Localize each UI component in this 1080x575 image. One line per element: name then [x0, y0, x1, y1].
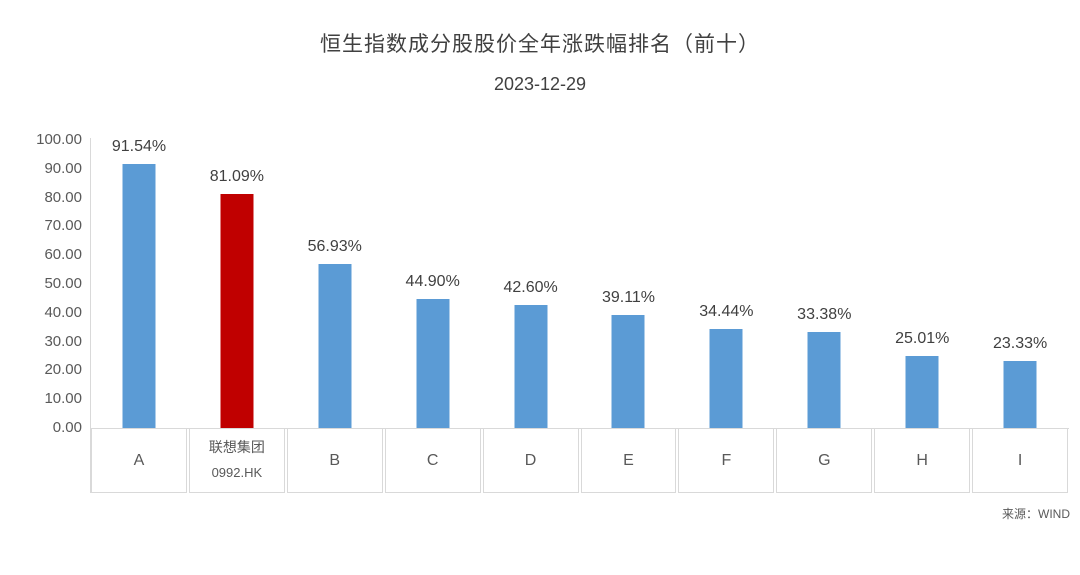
- y-tick-label: 40.00: [44, 303, 82, 321]
- category-axis: A 联想集团 0992.HK B C D E F G H I: [90, 428, 1069, 493]
- chart-subtitle: 2023-12-29: [493, 74, 587, 94]
- y-tick-label: 50.00: [44, 275, 82, 292]
- y-tick-label: 10.00: [44, 390, 82, 408]
- category-label: C: [426, 451, 439, 469]
- y-axis: 100.00 90.00 80.00 70.00 60.00 50.00 40.00 30.0…: [0, 131, 82, 436]
- y-tick-label: 0.00: [52, 419, 82, 436]
- y-tick-label: 100.00: [36, 131, 82, 148]
- category-cell: G: [776, 428, 873, 493]
- bar-value-label: 39.11%: [601, 289, 656, 307]
- bar: [514, 305, 548, 428]
- y-tick-label: 80.00: [44, 188, 82, 206]
- category-label: 联想集团: [208, 441, 265, 457]
- bar: [905, 355, 939, 428]
- bar-column: 25.01%: [873, 140, 971, 428]
- bar-column: 39.11%: [580, 140, 678, 428]
- bar-value-label: 25.01%: [895, 329, 950, 347]
- y-tick-label: 60.00: [44, 246, 82, 264]
- y-tick-label: 30.00: [44, 332, 82, 350]
- bar-value-label: 44.90%: [405, 272, 460, 290]
- bar: [318, 264, 352, 428]
- y-tick-label: 90.00: [44, 159, 82, 177]
- bar-column: 56.93%: [286, 140, 384, 428]
- category-label: H: [916, 451, 928, 469]
- bar: [807, 331, 841, 428]
- bar-value-label: 34.44%: [699, 302, 754, 320]
- category-cell: C: [384, 428, 481, 493]
- bar-value-label: 91.54%: [111, 138, 167, 156]
- bar: [416, 298, 450, 428]
- y-axis-line: [90, 138, 91, 493]
- bar-column: 33.38%: [775, 140, 873, 428]
- bar-column: 23.33%: [971, 140, 1069, 428]
- bar: [1003, 360, 1037, 428]
- bar-column: 42.60%: [482, 140, 580, 428]
- category-cell: D: [482, 428, 579, 493]
- bar: [611, 315, 645, 428]
- plot-area: 91.54% 81.09% 56.93% 44.90% 42.60% 39.11% 34.4…: [90, 138, 1069, 428]
- bar-column: 91.54%: [90, 138, 188, 428]
- x-axis-line: [90, 428, 1069, 429]
- bar-value-label: 42.60%: [503, 279, 558, 297]
- bar-value-label: 56.93%: [307, 238, 362, 256]
- bar-value-label: 23.33%: [992, 334, 1048, 352]
- source-note: 来源：WIND: [1002, 507, 1070, 521]
- bar-column: 81.09%: [188, 140, 286, 428]
- bar: [122, 164, 156, 428]
- category-label: D: [524, 451, 537, 469]
- category-cell: E: [580, 428, 677, 493]
- bar-value-label: 33.38%: [797, 305, 852, 323]
- category-label: G: [818, 451, 831, 469]
- bar: [709, 328, 743, 428]
- y-tick-label: 20.00: [44, 361, 82, 379]
- category-label: F: [721, 451, 732, 469]
- bar-highlighted: [220, 194, 254, 428]
- y-tick-label: 70.00: [44, 217, 82, 235]
- category-cell: I: [972, 428, 1069, 493]
- category-cell: F: [678, 428, 775, 493]
- category-label: I: [1017, 451, 1023, 469]
- category-cell: B: [286, 428, 383, 493]
- bar-column: 44.90%: [384, 140, 482, 428]
- category-label: A: [133, 451, 145, 469]
- category-label: E: [623, 451, 634, 469]
- category-label: B: [329, 451, 341, 469]
- chart-title: 恒生指数成分股股价全年涨跌幅排名（前十）: [320, 32, 760, 56]
- bar-value-label: 81.09%: [209, 168, 264, 186]
- category-cell: A: [91, 428, 187, 493]
- category-label: 0992.HK: [211, 465, 263, 481]
- category-cell: H: [874, 428, 971, 493]
- category-cell: 联想集团 0992.HK: [188, 428, 285, 493]
- bar-column: 34.44%: [677, 140, 775, 428]
